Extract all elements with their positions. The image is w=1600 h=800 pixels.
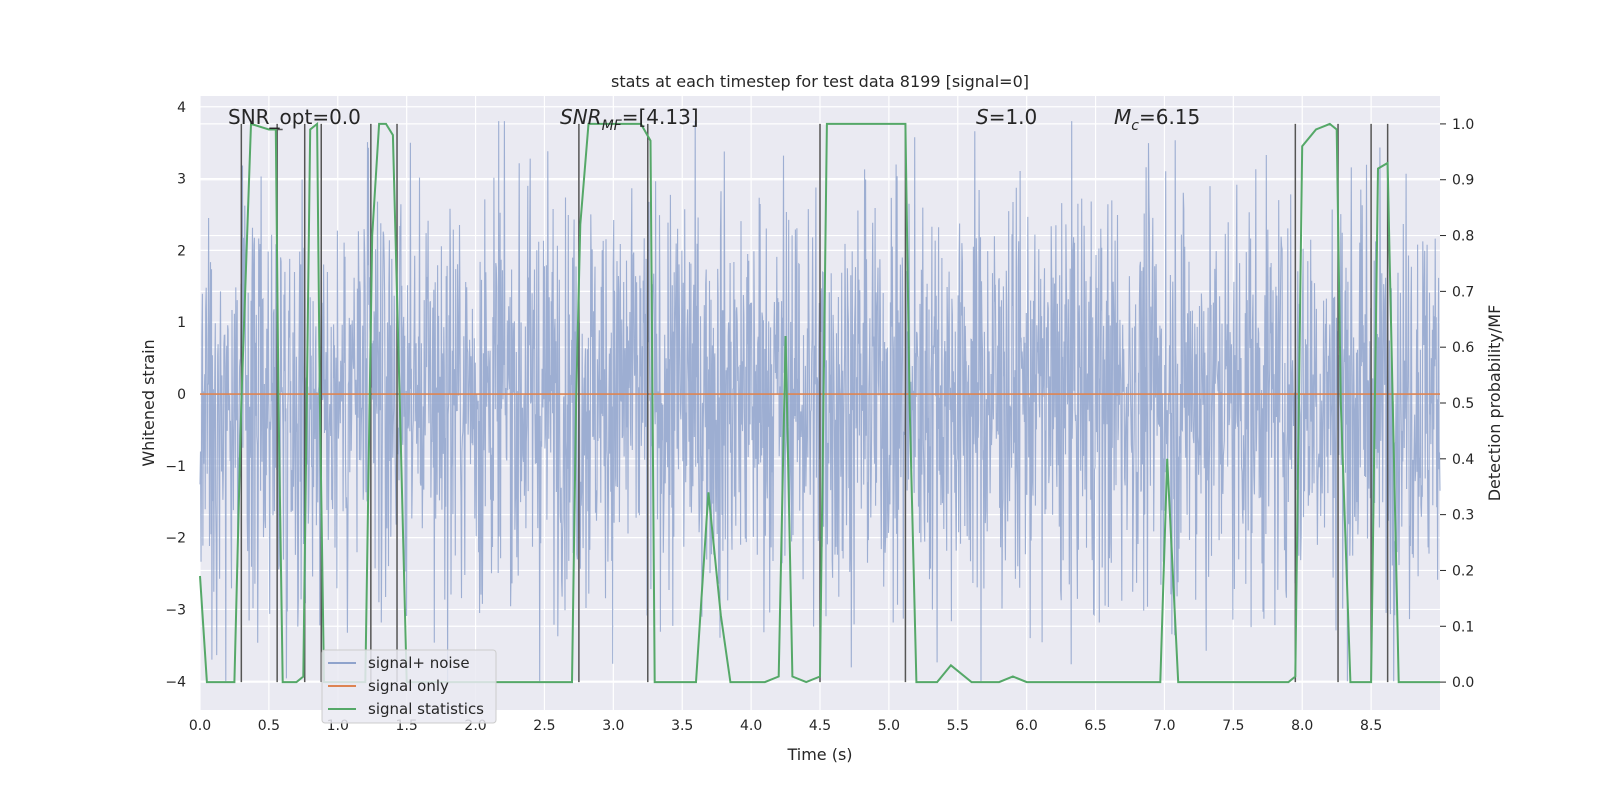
x-tick-label: 3.0 (602, 718, 624, 734)
legend-label-signal: signal only (368, 677, 449, 695)
y-axis-left-label: Whitened strain (139, 339, 158, 466)
y-right-tick-label: 0.2 (1452, 563, 1474, 579)
annotation-snr-mf-value: =[4.13] (622, 105, 699, 129)
x-tick-label: 4.0 (740, 718, 762, 734)
x-tick-label: 7.0 (1153, 718, 1175, 734)
legend-label-stats: signal statistics (368, 700, 484, 718)
x-tick-label: 8.0 (1291, 718, 1313, 734)
y-left-tick-label: 4 (177, 100, 186, 116)
annotation-mc-value: =6.15 (1139, 105, 1200, 129)
x-tick-label: 3.5 (671, 718, 693, 734)
x-tick-label: 0.5 (258, 718, 280, 734)
legend: signal+ noise signal only signal statist… (321, 649, 497, 724)
y-axis-left-ticks: −4 −3 −2 −1 0 1 2 3 4 (165, 100, 186, 691)
y-left-tick-label: −2 (165, 531, 186, 547)
y-axis-right-label: Detection probability/MF (1485, 305, 1504, 502)
y-right-tick-label: 0.9 (1452, 173, 1474, 189)
y-left-tick-label: 1 (177, 315, 186, 331)
y-right-tick-label: 0.7 (1452, 284, 1474, 300)
y-right-tick-label: 0.3 (1452, 508, 1474, 524)
x-axis-label: Time (s) (786, 745, 852, 764)
x-tick-label: 2.5 (533, 718, 555, 734)
y-right-tick-label: 0.8 (1452, 229, 1474, 245)
y-right-tick-label: 1.0 (1452, 117, 1474, 133)
y-right-tick-label: 0.5 (1452, 396, 1474, 412)
x-tick-label: 0.0 (189, 718, 211, 734)
x-tick-label: 6.5 (1084, 718, 1106, 734)
annotation-s-name: S (976, 105, 989, 129)
annotation-s-value: =1.0 (989, 105, 1038, 129)
y-right-tick-label: 0.4 (1452, 452, 1474, 468)
y-left-tick-label: 0 (177, 387, 186, 403)
y-left-tick-label: 3 (177, 172, 186, 188)
annotation-snr-mf-name: SNR (560, 105, 602, 129)
legend-box (321, 649, 497, 724)
x-tick-label: 6.0 (1016, 718, 1038, 734)
y-right-tick-label: 0.6 (1452, 340, 1474, 356)
x-tick-label: 8.5 (1360, 718, 1382, 734)
y-left-tick-label: −4 (165, 674, 186, 690)
y-left-tick-label: −1 (165, 459, 186, 475)
signal-statistics-series (199, 121, 1440, 684)
x-axis-ticks: 0.0 0.5 1.0 1.5 2.0 2.5 3.0 3.5 4.0 4.5 5.0 5.5 6.0 6… (189, 718, 1382, 734)
y-right-tick-label: 0.1 (1452, 619, 1474, 635)
annotation-s: S=1.0 (976, 105, 1037, 129)
x-tick-label: 5.5 (947, 718, 969, 734)
annotation-snr-opt: SNR_opt=0.0 (228, 105, 361, 129)
y-axis-right-ticks: 0.0 0.1 0.2 0.3 0.4 0.5 0.6 0.7 0.8 0.9 1.0 (1440, 117, 1474, 691)
x-tick-label: 4.5 (809, 718, 831, 734)
annotation-snr-mf: SNRMF=[4.13] (560, 105, 699, 134)
y-left-tick-label: 2 (177, 243, 186, 259)
x-tick-label: 5.0 (878, 718, 900, 734)
y-right-tick-label: 0.0 (1452, 675, 1474, 691)
annotation-snr-mf-sub: MF (602, 118, 623, 134)
legend-label-noise: signal+ noise (368, 654, 470, 672)
chart-title: stats at each timestep for test data 819… (611, 72, 1029, 91)
annotation-mc-sub: c (1131, 118, 1139, 134)
signal-statistics-line (199, 121, 1440, 684)
y-left-tick-label: −3 (165, 602, 186, 618)
annotation-mc-name: M (1114, 105, 1131, 129)
x-tick-label: 7.5 (1222, 718, 1244, 734)
annotation-mc: Mc=6.15 (1114, 105, 1200, 134)
